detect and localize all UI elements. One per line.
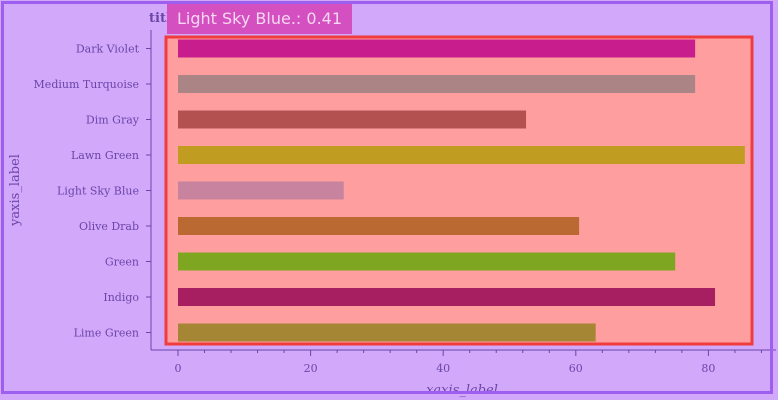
y-tick-labels: Dark Violet Medium Turquoise Dim Gray Lawn …	[34, 43, 151, 340]
x-tick-label: 80	[701, 362, 715, 375]
bar-olive-drab[interactable]	[178, 217, 580, 235]
bar-green[interactable]	[178, 252, 676, 271]
hover-tooltip: Light Sky Blue.: 0.41	[167, 4, 353, 34]
y-tick-label: Lawn Green	[71, 149, 139, 162]
x-tick-label: 0	[175, 362, 182, 375]
bar-indigo[interactable]	[178, 288, 716, 306]
y-tick-label: Lime Green	[74, 327, 139, 340]
y-tick-label: Dark Violet	[76, 43, 140, 56]
x-tick-label: 40	[436, 362, 450, 375]
bar-dark-violet[interactable]	[178, 39, 696, 58]
y-axis-label: yaxis_label	[8, 154, 23, 227]
y-tick-label: Indigo	[103, 291, 139, 304]
x-ticks: 0 20 40 60 80	[175, 350, 762, 375]
y-tick-label: Green	[105, 256, 139, 269]
y-tick-label: Dim Gray	[86, 114, 140, 127]
bars-group	[178, 39, 745, 342]
bar-lawn-green[interactable]	[178, 146, 745, 164]
y-tick-label: Olive Drab	[79, 220, 139, 233]
x-axis-label: xaxis_label	[426, 383, 498, 398]
y-tick-label: Medium Turquoise	[34, 78, 139, 91]
bar-light-sky-blue[interactable]	[178, 181, 344, 200]
x-tick-label: 20	[304, 362, 318, 375]
x-tick-label: 60	[569, 362, 583, 375]
bar-medium-turquoise[interactable]	[178, 75, 696, 93]
bar-dim-gray[interactable]	[178, 110, 527, 129]
bar-lime-green[interactable]	[178, 323, 596, 342]
y-tick-label: Light Sky Blue	[57, 185, 139, 198]
